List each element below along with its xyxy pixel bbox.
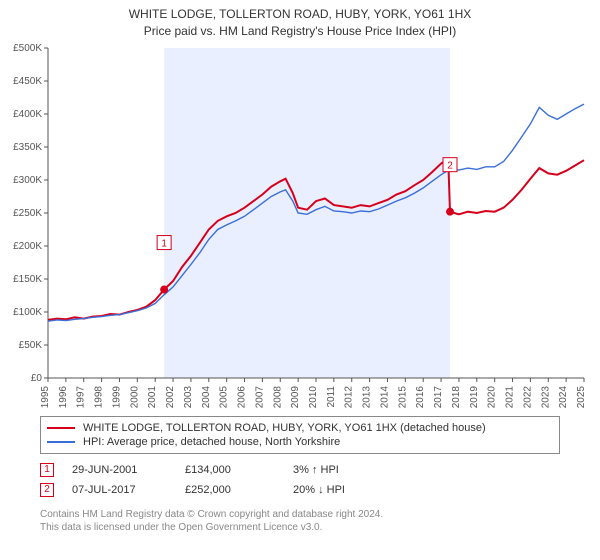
y-tick-label: £400K — [13, 109, 42, 120]
sale-row-marker: 2 — [40, 483, 54, 497]
x-tick-label: 1997 — [76, 386, 87, 409]
sale-marker-dot — [446, 208, 454, 216]
y-tick-label: £450K — [13, 76, 42, 87]
date-band — [164, 48, 450, 378]
x-tick-label: 2014 — [379, 386, 390, 409]
x-tick-label: 2025 — [576, 386, 587, 409]
x-tick-label: 2018 — [451, 386, 462, 409]
chart-title-main: WHITE LODGE, TOLLERTON ROAD, HUBY, YORK,… — [0, 6, 600, 23]
legend-row: HPI: Average price, detached house, Nort… — [47, 435, 553, 449]
sale-row-marker: 1 — [40, 463, 54, 477]
x-tick-label: 2011 — [326, 386, 337, 408]
sale-row-pct: 3% ↑ HPI — [293, 464, 413, 476]
x-tick-label: 2013 — [362, 386, 373, 409]
x-tick-label: 2000 — [129, 386, 140, 409]
sale-row-pct: 20% ↓ HPI — [293, 484, 413, 496]
y-tick-label: £200K — [13, 241, 42, 252]
x-tick-label: 2016 — [415, 386, 426, 409]
x-tick-label: 2007 — [254, 386, 265, 409]
chart-title-block: WHITE LODGE, TOLLERTON ROAD, HUBY, YORK,… — [0, 0, 600, 40]
x-tick-label: 2022 — [522, 386, 533, 409]
footer-line: This data is licensed under the Open Gov… — [40, 521, 560, 534]
legend-row: WHITE LODGE, TOLLERTON ROAD, HUBY, YORK,… — [47, 421, 553, 435]
y-tick-label: £500K — [13, 43, 42, 54]
y-tick-label: £0 — [31, 373, 43, 384]
sales-table: 1 29-JUN-2001 £134,000 3% ↑ HPI 2 07-JUL-2017… — [40, 460, 560, 500]
x-tick-label: 2015 — [397, 386, 408, 409]
footer-line: Contains HM Land Registry data © Crown c… — [40, 508, 560, 521]
x-tick-label: 2012 — [344, 386, 355, 409]
y-tick-label: £300K — [13, 175, 42, 186]
x-tick-label: 1996 — [58, 386, 69, 409]
x-tick-label: 2009 — [290, 386, 301, 409]
x-tick-label: 2008 — [272, 386, 283, 409]
sale-row-price: £134,000 — [185, 464, 275, 476]
footer-attribution: Contains HM Land Registry data © Crown c… — [40, 508, 560, 534]
legend: WHITE LODGE, TOLLERTON ROAD, HUBY, YORK,… — [40, 416, 560, 454]
x-tick-label: 2001 — [147, 386, 158, 409]
x-tick-label: 1995 — [40, 386, 51, 409]
x-tick-label: 2004 — [201, 386, 212, 409]
sale-row: 2 07-JUL-2017 £252,000 20% ↓ HPI — [40, 480, 560, 500]
chart-title-sub: Price paid vs. HM Land Registry's House … — [0, 23, 600, 40]
x-tick-label: 2002 — [165, 386, 176, 409]
x-tick-label: 2006 — [237, 386, 248, 409]
x-tick-label: 2024 — [558, 386, 569, 409]
y-tick-label: £100K — [13, 307, 42, 318]
y-tick-label: £350K — [13, 142, 42, 153]
y-tick-label: £50K — [19, 340, 43, 351]
x-tick-label: 2021 — [505, 386, 516, 409]
sale-row-date: 07-JUL-2017 — [72, 484, 167, 496]
x-tick-label: 2019 — [469, 386, 480, 409]
legend-swatch — [47, 427, 75, 429]
sale-row-price: £252,000 — [185, 484, 275, 496]
x-tick-label: 2003 — [183, 386, 194, 409]
y-tick-label: £150K — [13, 274, 42, 285]
x-tick-label: 2017 — [433, 386, 444, 409]
sale-marker-id: 1 — [161, 239, 167, 250]
x-tick-label: 1999 — [111, 386, 122, 409]
legend-swatch — [47, 441, 75, 443]
chart-area: £0 £50K £100K £150K £200K £250K £300K £350K £400… — [0, 42, 600, 412]
x-tick-label: 2005 — [219, 386, 230, 409]
x-tick-label: 2020 — [487, 386, 498, 409]
sale-row: 1 29-JUN-2001 £134,000 3% ↑ HPI — [40, 460, 560, 480]
x-tick-label: 2023 — [540, 386, 551, 409]
legend-label: WHITE LODGE, TOLLERTON ROAD, HUBY, YORK,… — [83, 422, 486, 434]
sale-row-date: 29-JUN-2001 — [72, 464, 167, 476]
x-tick-label: 2010 — [308, 386, 319, 409]
sale-marker-id: 2 — [447, 161, 453, 172]
x-tick-label: 1998 — [94, 386, 105, 409]
y-tick-label: £250K — [13, 208, 42, 219]
legend-label: HPI: Average price, detached house, Nort… — [83, 436, 340, 448]
sale-marker-dot — [160, 286, 168, 294]
line-chart: £0 £50K £100K £150K £200K £250K £300K £350K £400… — [0, 42, 600, 412]
